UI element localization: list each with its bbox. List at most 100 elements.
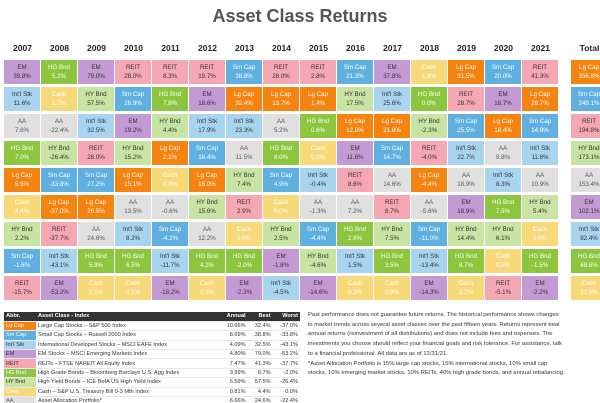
legend-abbr: HG Bnd [4,368,36,379]
return-cell-value: -1.6% [13,262,31,269]
return-cell-asset: HG Bnd [158,91,181,98]
return-cell-value: 356.8% [578,73,600,80]
return-cell-value: 0.1% [199,289,215,296]
return-cell-asset: Cash [125,280,141,287]
return-cell: Sm Cap -4.4% [300,222,336,246]
return-cell-value: 10.9% [531,181,549,188]
return-cell-value: 2.9% [236,208,252,215]
return-cell-value: 3.5% [384,262,400,269]
return-cell-value: -53.2% [49,289,69,296]
year-header-2016: 2016 [346,43,365,53]
return-cell: Sm Cap -4.2% [152,222,188,246]
return-cell: Cash 0.0% [522,222,558,246]
return-cell: HY Bnd 14.4% [448,222,484,246]
return-cell-asset: Lg Cap [12,172,32,179]
return-cell-asset: Cash [581,280,597,287]
return-cell: AA 24.6% [78,222,114,246]
return-cell: EM 102.1% [571,195,600,219]
return-cell: HY Bnd 2.2% [4,222,40,246]
return-cell: Sm Cap -33.8% [41,168,77,192]
return-cell-value: 16.0% [198,181,216,188]
return-cell-value: -14.3% [419,289,439,296]
return-cell-value: 7.0% [14,154,30,161]
return-cell-value: -2.3% [235,289,253,296]
legend-worst: -37.7% [272,358,300,369]
return-cell: Lg Cap 28.7% [522,87,558,111]
return-cell-value: 4.9% [273,181,289,188]
return-cell: Sm Cap 25.5% [448,114,484,138]
legend-header-row: Abbr. Asset Class - Index Annual Best Wo… [4,312,300,322]
return-cell: Sm Cap 249.1% [571,87,600,111]
return-cell: Sm Cap 20.0% [485,60,521,84]
legend-header-abbr: Abbr. [4,312,36,322]
return-cell-asset: Sm Cap [306,226,330,233]
return-cell-asset: Cash [236,226,252,233]
return-cell-asset: Cash [14,199,30,206]
return-cell-value: -11.0% [419,235,439,242]
return-cell-asset: EM [276,253,286,260]
return-cell-asset: AA [424,199,434,206]
return-cell: Int'l Stk 17.9% [189,114,225,138]
return-cell: HG Bnd 68.6% [571,249,600,273]
return-cell-value: -4.6% [309,262,327,269]
return-cell-value: 0.1% [88,289,104,296]
return-cell-asset: EM [91,64,101,71]
legend-name: Asset Allocation Portfolio* [36,396,219,403]
return-cell-value: 11.5% [235,154,253,161]
return-cell: AA 13.5% [115,195,151,219]
return-cell-value: 25.6% [383,100,401,107]
legend-row: EM EM Stocks – MSCI Emerging Markets Inde… [4,349,300,360]
legend-header-best: Best [247,312,273,322]
return-cell: HG Bnd 5.9% [78,249,114,273]
return-cell-value: 2.8% [310,73,326,80]
return-cell-value: 8.6% [347,181,363,188]
return-cell-value: 25.5% [457,127,475,134]
return-cell-asset: HG Bnd [269,145,292,152]
return-cell: AA -5.6% [411,195,447,219]
return-cell: Sm Cap 38.8% [226,60,262,84]
return-cell-asset: AA [276,118,286,125]
return-cell: Lg Cap 18.4% [485,114,521,138]
return-cell-value: -5.6% [420,208,438,215]
return-cell-value: -11.7% [160,262,180,269]
return-cell-value: 21.8% [383,127,401,134]
return-cell-asset: REIT [421,145,437,152]
return-cell-value: 20.0% [494,73,512,80]
return-cell-value: -33.8% [49,181,69,188]
return-cell: Int'l Stk 82.4% [571,222,600,246]
return-cell: Lg Cap 1.4% [300,87,336,111]
legend-best: 8.7% [247,368,273,379]
return-cell-value: 28.7% [457,100,475,107]
return-cell-value: 27.2% [87,181,105,188]
return-cell: REIT 28.0% [115,60,151,84]
return-cell: HY Bnd 2.5% [263,222,299,246]
return-cell: REIT 8.3% [152,60,188,84]
return-cell: Lg Cap 12.0% [337,114,373,138]
return-cell-value: 17.5% [346,100,364,107]
return-cell-asset: EM [165,280,175,287]
return-cell-value: 0.0% [310,154,326,161]
return-cell: HG Bnd -1.5% [522,249,558,273]
return-cell-value: 13.5% [124,208,142,215]
return-cell-value: -2.2% [531,289,549,296]
return-cell-value: 102.1% [578,208,600,215]
legend-worst: -2.0% [272,368,300,379]
return-cell: AA 7.6% [4,114,40,138]
legend-row: Lg Cap Large Cap Stocks – S&P 500 Index 10… [4,321,300,332]
return-cell-value: 1.5% [347,262,363,269]
return-cell-asset: HG Bnd [47,64,70,71]
return-cell: Lg Cap 31.5% [448,60,484,84]
legend-row: AA Asset Allocation Portfolio* 6.66% 24.6% -… [4,396,300,403]
return-cell: REIT -5.1% [485,276,521,300]
return-cell-value: 4.4% [14,208,30,215]
return-cell-asset: REIT [384,199,400,206]
return-cell-asset: Lg Cap [271,91,291,98]
return-cell-asset: EM [498,91,508,98]
return-cell-asset: HY Bnd [48,145,70,152]
return-cell: REIT 8.7% [374,195,410,219]
return-cell-value: -37.0% [49,208,69,215]
legend-best: 24.6% [247,396,273,403]
return-cell: EM -2.2% [522,276,558,300]
return-cell-asset: Lg Cap [308,91,328,98]
return-cell: REIT 2.9% [226,195,262,219]
